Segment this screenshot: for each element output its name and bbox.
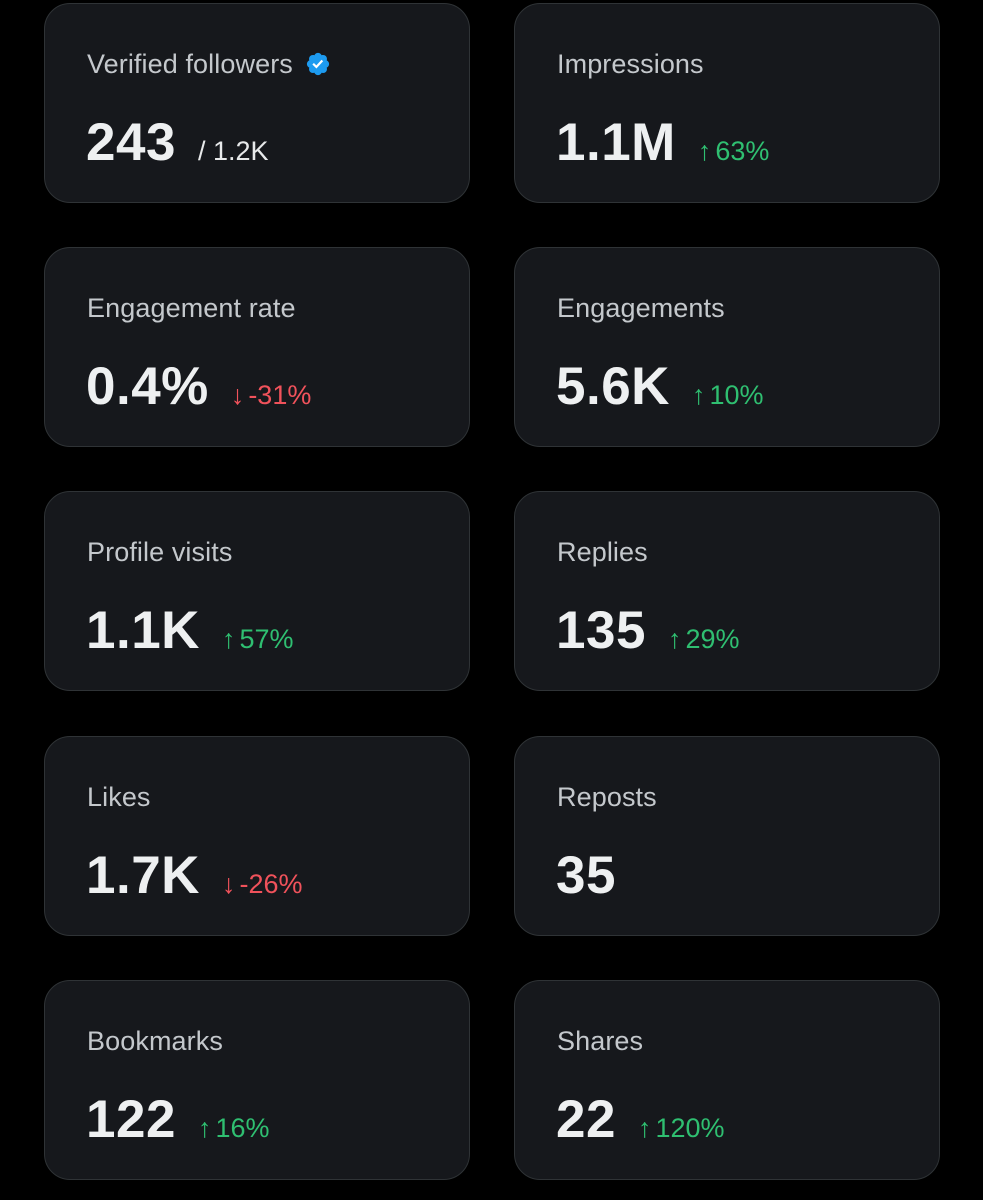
arrow-up-icon: ↑ [221, 624, 236, 654]
metric-change: ↑ 120% [638, 1113, 725, 1144]
metric-change-value: 120% [655, 1113, 725, 1143]
arrow-down-icon: ↓ [221, 869, 236, 899]
card-label: Profile visits [87, 536, 233, 567]
metric-change: ↓ -26% [222, 869, 303, 900]
metric-value: 0.4% [86, 357, 209, 416]
card-shares[interactable]: Shares 22 ↑ 120% [514, 980, 940, 1180]
card-header: Verified followers [87, 46, 331, 82]
arrow-up-icon: ↑ [691, 380, 706, 410]
metric-change-value: 10% [709, 380, 764, 410]
card-replies[interactable]: Replies 135 ↑ 29% [514, 491, 940, 691]
metric-change: ↓ -31% [231, 380, 312, 411]
card-profile-visits[interactable]: Profile visits 1.1K ↑ 57% [44, 491, 470, 691]
card-header: Profile visits [87, 534, 232, 570]
card-engagement-rate[interactable]: Engagement rate 0.4% ↓ -31% [44, 247, 470, 447]
metric-change-value: -31% [248, 380, 312, 410]
card-value-row: 1.1K ↑ 57% [86, 600, 294, 670]
card-value-row: 22 ↑ 120% [556, 1089, 725, 1159]
metric-change: ↑ 29% [668, 624, 740, 655]
card-reposts[interactable]: Reposts 35 [514, 736, 940, 936]
card-bookmarks[interactable]: Bookmarks 122 ↑ 16% [44, 980, 470, 1180]
card-value-row: 35 [556, 845, 616, 915]
arrow-up-icon: ↑ [667, 624, 682, 654]
arrow-up-icon: ↑ [637, 1113, 652, 1143]
card-label: Engagement rate [87, 292, 296, 323]
card-label: Likes [87, 781, 151, 812]
arrow-up-icon: ↑ [697, 136, 712, 166]
verified-badge-icon [306, 52, 330, 76]
card-label: Engagements [557, 292, 725, 323]
arrow-up-icon: ↑ [197, 1113, 212, 1143]
metric-value: 1.1M [556, 113, 676, 172]
metric-value: 135 [556, 601, 646, 660]
card-header: Likes [87, 779, 151, 815]
card-impressions[interactable]: Impressions 1.1M ↑ 63% [514, 3, 940, 203]
card-header: Engagement rate [87, 290, 296, 326]
metric-value: 1.7K [86, 846, 200, 905]
metric-change: ↑ 16% [198, 1113, 270, 1144]
card-value-row: 0.4% ↓ -31% [86, 356, 311, 426]
arrow-down-icon: ↓ [230, 380, 245, 410]
card-value-row: 1.7K ↓ -26% [86, 845, 302, 915]
metric-change-value: -26% [239, 869, 303, 899]
metric-value: 1.1K [86, 601, 200, 660]
card-header: Impressions [557, 46, 704, 82]
metric-change: ↑ 57% [222, 624, 294, 655]
card-label: Verified followers [87, 48, 293, 79]
metric-total: / 1.2K [197, 136, 269, 166]
metric-value: 5.6K [556, 357, 670, 416]
metric-value: 243 [86, 113, 176, 172]
card-value-row: 5.6K ↑ 10% [556, 356, 764, 426]
card-label: Bookmarks [87, 1025, 223, 1056]
metric-change-value: 29% [685, 624, 740, 654]
card-likes[interactable]: Likes 1.7K ↓ -26% [44, 736, 470, 936]
card-label: Shares [557, 1025, 644, 1056]
metric-change: ↑ 63% [698, 136, 770, 167]
metric-change-value: 16% [215, 1113, 270, 1143]
card-value-row: 1.1M ↑ 63% [556, 112, 769, 182]
card-value-row: 243 / 1.2K [86, 112, 268, 182]
metric-change-value: 57% [239, 624, 294, 654]
metric-change: ↑ 10% [692, 380, 764, 411]
card-label: Reposts [557, 781, 657, 812]
card-label: Replies [557, 536, 648, 567]
card-value-row: 135 ↑ 29% [556, 600, 739, 670]
card-header: Bookmarks [87, 1023, 223, 1059]
card-header: Reposts [557, 779, 657, 815]
card-header: Engagements [557, 290, 725, 326]
card-header: Replies [557, 534, 648, 570]
card-header: Shares [557, 1023, 643, 1059]
card-value-row: 122 ↑ 16% [86, 1089, 269, 1159]
card-label: Impressions [557, 48, 704, 79]
card-verified-followers[interactable]: Verified followers 243 / 1.2K [44, 3, 470, 203]
metric-value: 22 [556, 1090, 616, 1149]
card-engagements[interactable]: Engagements 5.6K ↑ 10% [514, 247, 940, 447]
metric-change-value: 63% [715, 136, 770, 166]
metric-value: 35 [556, 846, 616, 905]
metric-value: 122 [86, 1090, 176, 1149]
